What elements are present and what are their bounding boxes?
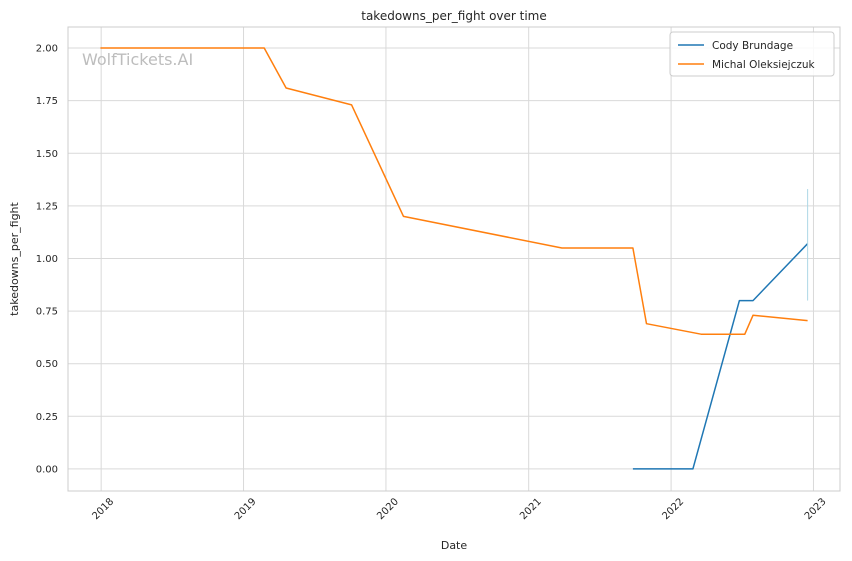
y-tick-label: 0.25 (36, 412, 58, 423)
y-tick-label: 0.00 (36, 464, 58, 475)
series-line-michal-oleksiejczuk (100, 47, 808, 335)
grid (68, 27, 840, 491)
y-tick-label: 0.50 (36, 359, 58, 370)
y-tick-label: 1.50 (36, 149, 58, 160)
legend-box (669, 31, 835, 77)
y-tick-label: 1.75 (36, 96, 58, 107)
y-tick-label: 2.00 (36, 44, 58, 55)
y-axis-label: takedowns_per_fight (8, 201, 21, 315)
series-line-cody-brundage (632, 243, 809, 470)
legend-label-michal-oleksiejczuk: Michal Oleksiejczuk (712, 59, 816, 71)
tick-labels: 0.000.250.500.751.001.251.501.752.002018… (36, 44, 829, 523)
watermark: WolfTickets.AI (82, 50, 193, 69)
y-tick-label: 1.00 (36, 254, 58, 265)
series-lines (100, 47, 809, 470)
y-tick-label: 0.75 (36, 307, 58, 318)
legend-label-cody-brundage: Cody Brundage (712, 40, 793, 52)
chart-title: takedowns_per_fight over time (361, 9, 547, 23)
x-axis-label: Date (441, 539, 468, 552)
y-tick-label: 1.25 (36, 201, 58, 212)
plot-frame (67, 26, 841, 492)
legend: Cody Brundage Michal Oleksiejczuk (669, 31, 835, 77)
